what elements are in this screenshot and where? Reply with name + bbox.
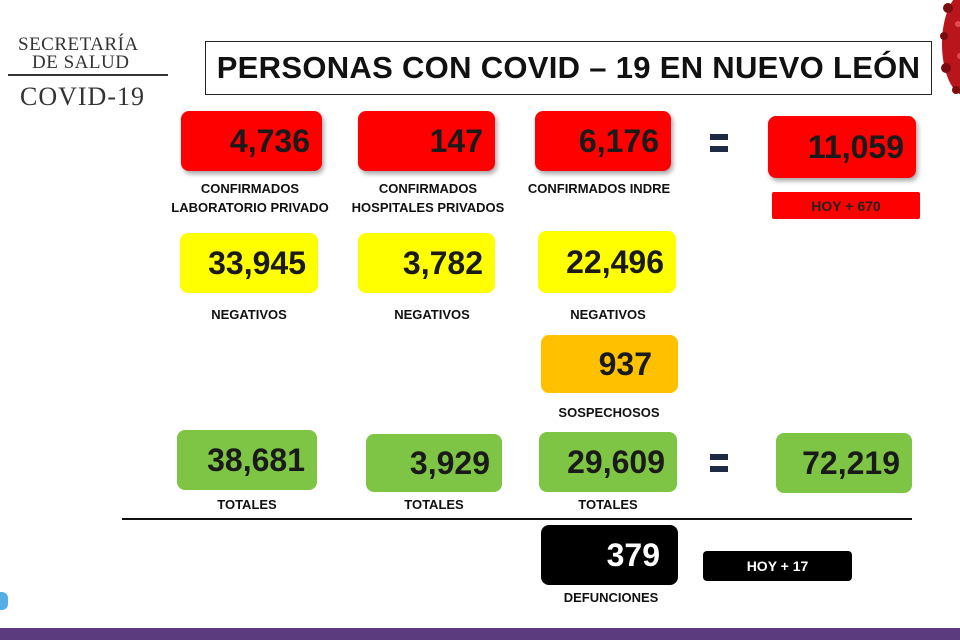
totales-indre-label: TOTALES bbox=[578, 497, 638, 512]
confirmados-total-value: 11,059 bbox=[807, 128, 904, 165]
negativos-privado-value: 33,945 bbox=[208, 244, 306, 281]
totales-hospitales-value: 3,929 bbox=[409, 444, 490, 481]
sospechosos-box: 937 bbox=[541, 335, 678, 393]
totales-indre-box: 29,609 bbox=[539, 432, 677, 492]
equals-icon bbox=[710, 134, 728, 152]
section-divider bbox=[122, 518, 912, 520]
confirmados-privado-label: CONFIRMADOS LABORATORIO PRIVADO bbox=[171, 181, 329, 215]
totales-hospitales-label: TOTALES bbox=[404, 497, 464, 512]
defunciones-box: 379 bbox=[541, 525, 678, 585]
bottom-strip bbox=[0, 628, 960, 640]
confirmados-indre-label: CONFIRMADOS INDRE bbox=[527, 181, 671, 196]
defunciones-value: 379 bbox=[606, 536, 660, 573]
confirmados-privado-value: 4,736 bbox=[229, 122, 310, 159]
totales-privado-value: 38,681 bbox=[207, 441, 305, 478]
totales-indre-value: 29,609 bbox=[567, 443, 665, 480]
confirmados-hoy-badge: HOY + 670 bbox=[772, 192, 920, 219]
sospechosos-value: 937 bbox=[598, 345, 652, 382]
negativos-privado-label: NEGATIVOS bbox=[211, 307, 287, 322]
confirmados-hoy-text: HOY + 670 bbox=[811, 197, 881, 214]
negativos-indre-label: NEGATIVOS bbox=[570, 307, 646, 322]
confirmados-indre-value: 6,176 bbox=[578, 122, 659, 159]
totales-grand-box: 72,219 bbox=[776, 433, 912, 493]
page-title-box: PERSONAS CON COVID – 19 EN NUEVO LEÓN bbox=[205, 41, 932, 95]
logo-line-secretaria: SECRETARÍA bbox=[18, 34, 139, 55]
defunciones-hoy-text: HOY + 17 bbox=[746, 558, 809, 574]
equals-icon bbox=[710, 454, 728, 472]
confirmados-hospitales-label: CONFIRMADOS HOSPITALES PRIVADOS bbox=[351, 181, 505, 215]
totales-privado-label: TOTALES bbox=[217, 497, 277, 512]
sospechosos-label: SOSPECHOSOS bbox=[558, 405, 660, 420]
confirmados-hospitales-box: 147 bbox=[358, 111, 495, 171]
totales-hospitales-box: 3,929 bbox=[366, 434, 502, 492]
negativos-hospitales-box: 3,782 bbox=[358, 233, 495, 293]
logo-line-salud: DE SALUD bbox=[32, 52, 130, 73]
confirmados-indre-box: 6,176 bbox=[535, 111, 671, 171]
confirmados-hospitales-value: 147 bbox=[429, 122, 483, 159]
decorative-spot bbox=[0, 592, 8, 610]
negativos-hospitales-label: NEGATIVOS bbox=[394, 307, 470, 322]
confirmados-total-box: 11,059 bbox=[768, 116, 916, 178]
negativos-indre-box: 22,496 bbox=[538, 231, 676, 293]
totales-grand-value: 72,219 bbox=[802, 444, 900, 481]
secretaria-salud-logo: SECRETARÍA DE SALUD COVID-19 bbox=[0, 28, 175, 118]
logo-rule bbox=[8, 74, 168, 76]
virus-icon bbox=[940, 0, 960, 95]
page-title: PERSONAS CON COVID – 19 EN NUEVO LEÓN bbox=[216, 50, 921, 85]
totales-privado-box: 38,681 bbox=[177, 430, 317, 490]
defunciones-label: DEFUNCIONES bbox=[563, 590, 659, 605]
negativos-hospitales-value: 3,782 bbox=[402, 244, 483, 281]
defunciones-hoy-badge: HOY + 17 bbox=[703, 551, 852, 581]
confirmados-privado-box: 4,736 bbox=[181, 111, 322, 171]
negativos-indre-value: 22,496 bbox=[566, 243, 664, 280]
negativos-privado-box: 33,945 bbox=[180, 233, 318, 293]
logo-line-covid: COVID-19 bbox=[20, 82, 145, 111]
